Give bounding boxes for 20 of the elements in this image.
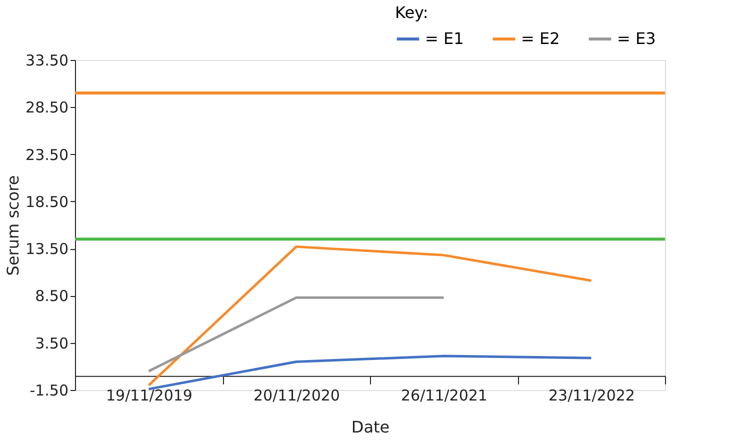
y-tick-label: 23.50 <box>26 146 68 164</box>
x-axis-title: Date <box>351 418 390 436</box>
line-series <box>148 354 592 390</box>
y-tick-label: 18.50 <box>26 192 68 211</box>
y-tick-label: 8.50 <box>35 287 68 306</box>
x-tick-label: 23/11/2022 <box>548 386 635 404</box>
line-series <box>148 245 592 387</box>
y-tick-label: -1.50 <box>30 382 68 400</box>
x-tick-label: 19/11/2019 <box>106 386 192 404</box>
legend-title: Key: <box>395 3 428 22</box>
legend-label: = E3 <box>617 29 656 48</box>
legend-label: = E2 <box>521 29 560 48</box>
legend-label: = E1 <box>425 29 464 48</box>
y-tick-label: 28.50 <box>26 98 68 117</box>
x-tick-label: 20/11/2020 <box>254 386 340 404</box>
y-tick-label: 13.50 <box>26 240 68 258</box>
y-axis-title: Serum score <box>4 175 23 276</box>
y-tick-label: 33.50 <box>26 52 68 70</box>
x-tick-label: 26/11/2021 <box>401 386 488 404</box>
y-tick-label: 3.50 <box>35 334 68 352</box>
